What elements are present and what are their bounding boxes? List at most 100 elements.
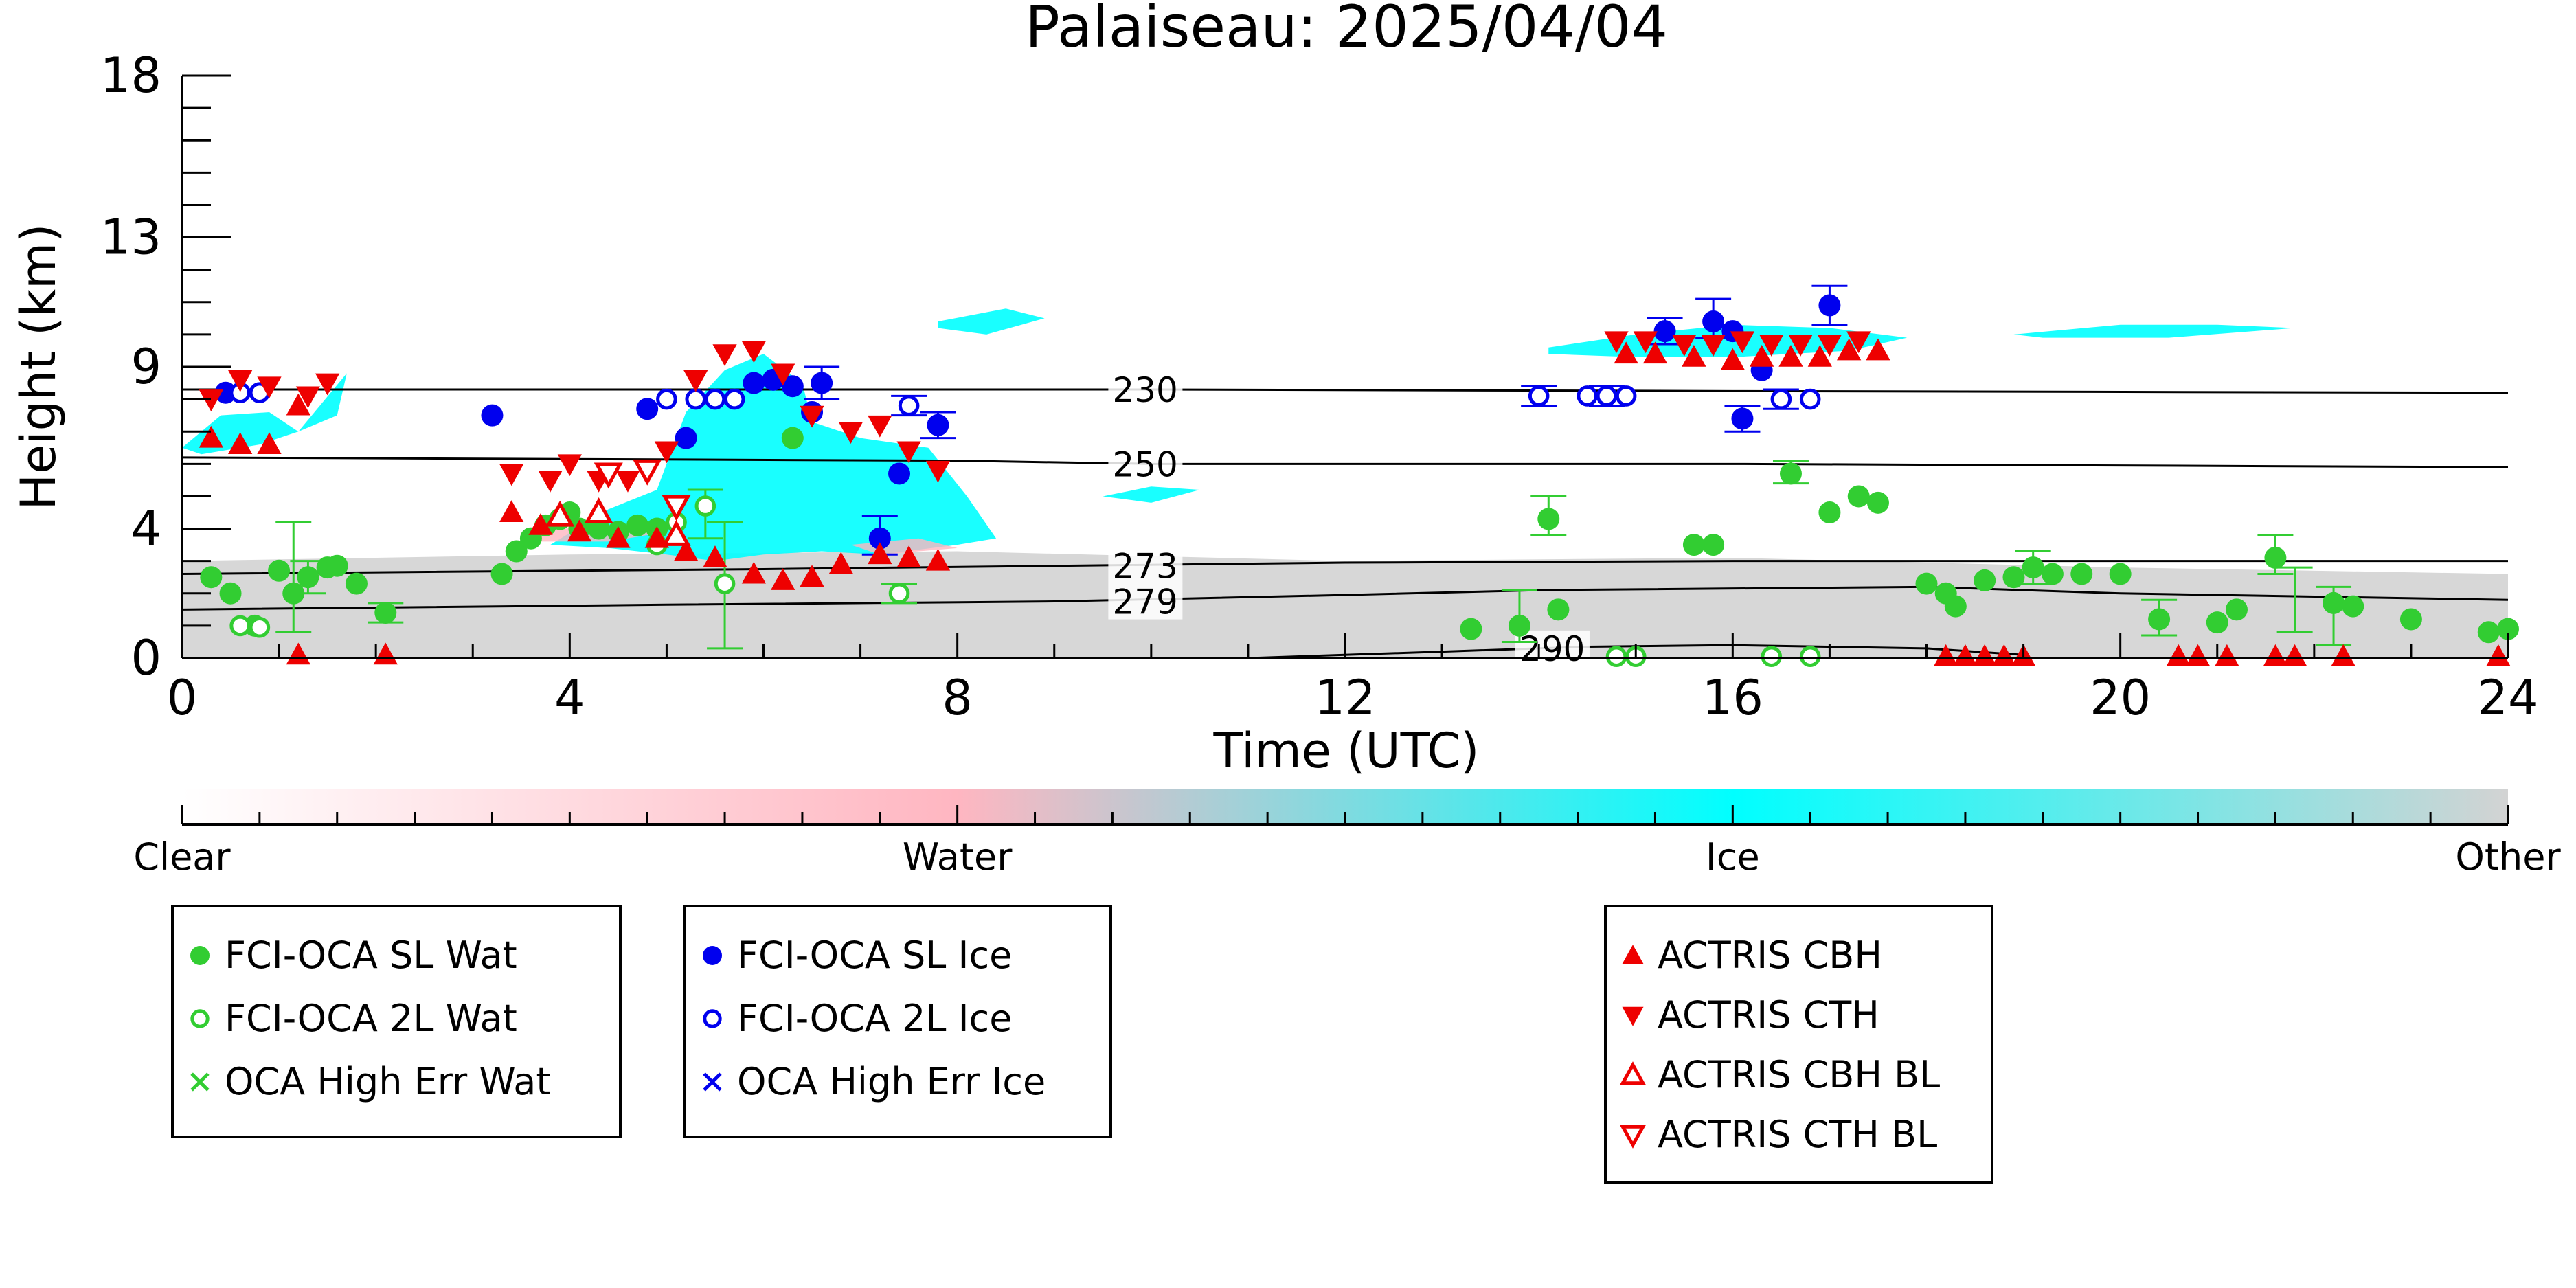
marker-fci-oca-2l-wat-10: [1799, 646, 1821, 667]
marker-fci-oca-2l-wat-7: [1605, 646, 1627, 667]
marker-fci-oca-sl-wat-47: [2399, 608, 2422, 631]
marker-fci-oca-sl-wat-5: [297, 566, 319, 589]
y-tick-label-4: 4: [131, 501, 161, 557]
marker-fci-oca-sl-ice-0: [214, 381, 237, 404]
y-tick-label-13: 13: [100, 210, 161, 266]
marker-fci-oca-sl-wat-35: [1974, 569, 1996, 591]
marker-fci-oca-sl-ice-2: [636, 398, 659, 420]
marker-actris-cbh-40: [2486, 644, 2511, 666]
marker-fci-oca-sl-wat-21: [781, 427, 804, 449]
legend-box-0: [171, 905, 622, 1138]
marker-fci-oca-2l-ice-12: [1799, 388, 1821, 410]
marker-actris-cbh-9: [673, 539, 699, 561]
marker-fci-oca-sl-wat-10: [490, 563, 513, 585]
marker-fci-oca-sl-ice-11: [927, 414, 949, 436]
legend-marker-actris-cth-bl: [1620, 1125, 1646, 1149]
legend: FCI-OCA SL Wat FCI-OCA 2L Wat OCA High Err…: [171, 905, 1993, 1184]
chart-title: Palaiseau: 2025/04/04: [1025, 0, 1668, 60]
legend-marker-fci-oca-2l-ice: [703, 1009, 722, 1028]
legend-marker-fci-oca-sl-ice: [703, 946, 722, 965]
marker-actris-cbh-13: [800, 565, 824, 587]
data-markers: [199, 294, 2519, 667]
marker-actris-cbh-3: [286, 393, 310, 416]
marker-actris-cbh-7: [606, 526, 631, 548]
marker-fci-oca-sl-wat-41: [2148, 608, 2171, 631]
marker-fci-oca-sl-wat-32: [1915, 572, 1938, 595]
marker-actris-cbh-4: [499, 500, 524, 522]
marker-fci-oca-sl-wat-11: [505, 540, 528, 563]
cloud-region-ice-4: [938, 308, 1045, 335]
cloud-region-ice-5: [2013, 324, 2295, 338]
legend-label-fci-oca-2l-ice: FCI-OCA 2L Ice: [737, 997, 1012, 1040]
marker-fci-oca-sl-wat-45: [2323, 591, 2345, 614]
isotherm-273-label: 273: [1112, 547, 1177, 587]
marker-actris-cth-9: [615, 470, 640, 493]
marker-fci-oca-sl-wat-49: [2497, 618, 2519, 640]
marker-actris-cbh-5: [528, 513, 553, 535]
legend-box-1: [683, 905, 1112, 1138]
legend-box-2: [1604, 905, 1993, 1184]
x-tick-label-0: 0: [167, 670, 198, 726]
marker-actris-cbh-bl-1: [584, 497, 613, 523]
marker-actris-cbh-15: [868, 542, 892, 565]
marker-actris-cbh-26: [1807, 345, 1832, 367]
isotherm-279-label-bg: [1108, 583, 1183, 620]
marker-actris-cbh-31: [1972, 644, 1997, 666]
isotherm-250-line: [182, 456, 2508, 468]
marker-actris-cbh-17: [925, 548, 951, 571]
marker-actris-cth-12: [712, 344, 737, 366]
marker-fci-oca-sl-wat-42: [2206, 611, 2228, 634]
marker-fci-oca-sl-wat-36: [2002, 566, 2025, 589]
marker-fci-oca-sl-wat-8: [345, 572, 368, 595]
x-axis-label: Time (UTC): [1213, 723, 1480, 779]
isotherm-273-label-bg: [1108, 547, 1183, 584]
isotherm-230-label: 230: [1112, 370, 1177, 410]
marker-actris-cth-4: [315, 373, 340, 396]
marker-fci-oca-sl-wat-30: [1847, 485, 1870, 508]
x-tick-label-16: 16: [1702, 670, 1763, 726]
marker-actris-cbh-8: [644, 526, 669, 548]
plot-axes: 0 4 9 13 18 0 4 8 12 16 20 24: [100, 47, 2539, 726]
marker-fci-oca-sl-wat-40: [2109, 563, 2132, 585]
marker-fci-oca-sl-wat-29: [1818, 501, 1841, 523]
marker-actris-cth-24: [1730, 331, 1755, 354]
marker-fci-oca-sl-wat-46: [2342, 595, 2364, 618]
marker-fci-oca-2l-ice-11: [1770, 388, 1792, 410]
marker-fci-oca-sl-ice-4: [743, 372, 765, 394]
marker-actris-cbh-12: [771, 568, 795, 590]
legend-label-fci-oca-sl-wat: FCI-OCA SL Wat: [225, 934, 517, 977]
isotherm-290-label: 290: [1519, 629, 1585, 669]
marker-actris-cbh-28: [1866, 338, 1890, 361]
marker-actris-cth-11: [683, 370, 708, 392]
legend-label-actris-cbh-bl: ACTRIS CBH BL: [1658, 1053, 1940, 1096]
legend-marker-oca-high-err-wat: [190, 1072, 210, 1092]
legend-marker-fci-oca-sl-wat: [190, 946, 210, 965]
marker-actris-cbh-32: [1991, 644, 2017, 666]
isotherm-290-label-bg: [1515, 630, 1590, 666]
marker-fci-oca-2l-ice-9: [1596, 385, 1618, 407]
marker-actris-cth-7: [557, 454, 582, 477]
marker-fci-oca-sl-ice-6: [781, 375, 804, 398]
marker-fci-oca-2l-ice-5: [723, 388, 745, 410]
marker-actris-cbh-bl-0: [545, 500, 575, 527]
isotherm-290-line: [1247, 644, 2024, 658]
legend-label-oca-high-err-ice: OCA High Err Ice: [737, 1060, 1046, 1103]
marker-actris-cth-23: [1701, 335, 1726, 357]
marker-actris-cth-3: [295, 386, 321, 409]
marker-actris-cbh-14: [828, 552, 854, 574]
marker-actris-cbh-bl-2: [662, 520, 691, 546]
marker-actris-cbh-24: [1750, 345, 1774, 367]
marker-actris-cth-27: [1817, 335, 1842, 357]
marker-fci-oca-sl-wat-34: [1944, 595, 1967, 618]
marker-fci-oca-sl-ice-12: [1653, 320, 1676, 343]
cloud-region-ice-2: [550, 354, 997, 561]
marker-actris-cbh-23: [1720, 348, 1745, 370]
marker-fci-oca-sl-ice-13: [1702, 310, 1725, 333]
marker-fci-oca-2l-wat-5: [714, 573, 736, 594]
classification-colorbar: Clear Water Ice Other: [133, 789, 2561, 879]
legend-marker-oca-high-err-ice: [703, 1072, 722, 1092]
marker-actris-cth-19: [925, 460, 951, 483]
isotherm-273-line: [182, 560, 2508, 576]
